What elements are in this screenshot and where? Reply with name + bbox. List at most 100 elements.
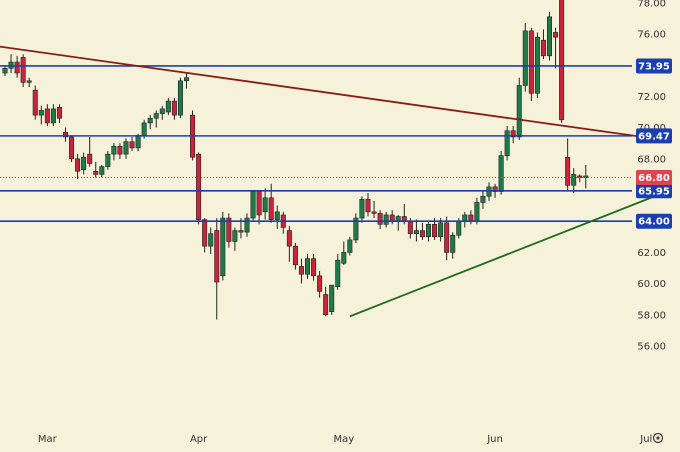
candle-35 (214, 218, 220, 320)
axis-settings-gear-icon[interactable] (652, 432, 664, 444)
candle-5 (32, 85, 38, 120)
candle-38 (232, 227, 238, 251)
candle-body (311, 258, 317, 277)
candle-body (123, 141, 129, 155)
candle-body (450, 234, 456, 253)
level-label-64.00: 64.00 (636, 213, 672, 229)
candle-91 (553, 27, 559, 69)
level-label-text: 65.95 (638, 186, 670, 197)
candle-body (504, 130, 510, 156)
candle-body (317, 275, 323, 292)
candle-51 (311, 253, 317, 281)
candle-28 (171, 97, 177, 120)
candle-33 (202, 218, 208, 253)
candle-body (220, 217, 226, 277)
candle-4 (26, 77, 32, 88)
candle-body (559, 0, 565, 121)
candle-50 (304, 253, 310, 279)
candle-body (389, 214, 395, 222)
candle-24 (147, 115, 153, 130)
candle-body (444, 222, 450, 253)
candle-52 (317, 271, 323, 298)
candle-56 (341, 241, 347, 265)
candle-body (214, 230, 220, 283)
candle-45 (274, 205, 280, 229)
candle-32 (196, 152, 202, 225)
candle-body (425, 224, 431, 238)
candle-18 (111, 143, 117, 161)
candle-49 (298, 258, 304, 284)
candle-body (165, 100, 171, 113)
horizontal-levels[interactable] (0, 0, 632, 222)
y-tick-label: 76.00 (637, 30, 666, 41)
candle-body (32, 89, 38, 116)
candle-89 (540, 29, 546, 59)
candle-body (44, 108, 50, 124)
candle-body (292, 245, 298, 266)
candle-body (208, 233, 214, 247)
candle-21 (129, 136, 135, 151)
level-label-text: 73.95 (638, 61, 670, 72)
candle-body (522, 30, 528, 86)
candle-63 (383, 211, 389, 228)
trendline-resistance[interactable] (0, 45, 671, 142)
candle-body (546, 16, 552, 57)
candle-43 (262, 188, 268, 220)
candle-body (20, 57, 26, 83)
candle-48 (292, 243, 298, 270)
candle-body (26, 80, 32, 83)
candle-58 (353, 213, 359, 244)
candle-body (244, 217, 250, 233)
candle-body (38, 110, 44, 116)
level-label-69.47: 69.47 (636, 128, 672, 144)
candle-body (304, 258, 310, 275)
candle-0 (2, 65, 8, 77)
candle-body (274, 211, 280, 220)
candlestick-series (2, 0, 589, 320)
candle-body (329, 284, 335, 312)
candle-body (153, 113, 159, 119)
candle-92 (559, 0, 565, 123)
candle-9 (56, 104, 62, 123)
trendlines[interactable] (0, 45, 671, 318)
y-tick-label: 78.00 (637, 0, 666, 9)
candle-20 (123, 138, 129, 159)
candle-70 (425, 221, 431, 242)
candle-47 (286, 225, 292, 262)
candle-body (238, 230, 244, 233)
candle-body (2, 68, 8, 74)
candle-69 (419, 222, 425, 240)
candle-body (226, 217, 232, 242)
candle-37 (226, 213, 232, 248)
candle-68 (413, 219, 419, 242)
candle-body (202, 219, 208, 247)
candle-61 (371, 200, 377, 219)
candle-body (75, 158, 81, 172)
trendline-support[interactable] (349, 189, 671, 318)
candle-55 (335, 253, 341, 290)
candle-body (438, 222, 444, 238)
candle-body (111, 146, 117, 155)
candle-body (480, 195, 486, 203)
candle-body (232, 230, 238, 242)
candle-body (298, 266, 304, 275)
x-tick-label: Jul (639, 434, 652, 445)
candle-15 (93, 161, 99, 178)
candle-29 (177, 77, 183, 119)
candle-83 (504, 126, 510, 161)
candle-body (540, 39, 546, 57)
candle-84 (510, 126, 516, 144)
candle-body (413, 230, 419, 234)
candle-body (510, 130, 516, 138)
y-tick-label: 68.00 (637, 154, 666, 165)
candle-62 (377, 210, 383, 229)
x-axis: Mar Apr May Jun Jul (38, 434, 652, 445)
candle-body (565, 156, 571, 186)
candle-body (371, 211, 377, 214)
candle-41 (250, 190, 256, 222)
candle-body (335, 259, 341, 288)
level-label-text: 66.80 (638, 173, 670, 184)
candle-body (498, 155, 504, 192)
